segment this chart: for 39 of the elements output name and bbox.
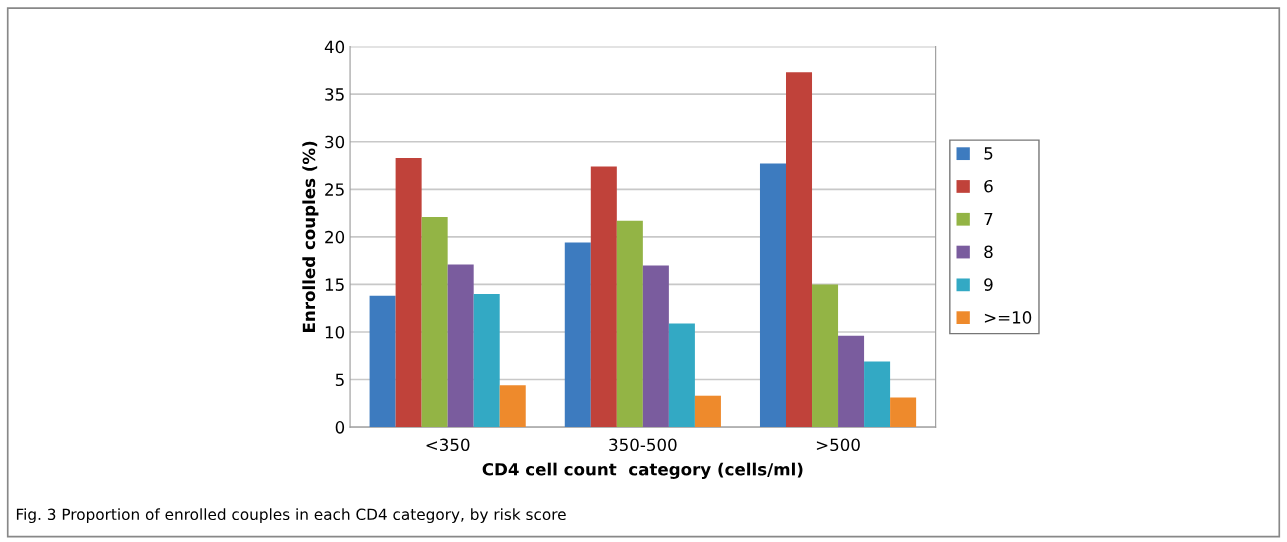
y-tick-label: 20 xyxy=(325,230,345,244)
y-tick-label: 25 xyxy=(325,183,344,196)
legend-label: 5 xyxy=(984,147,993,160)
bar xyxy=(864,361,891,428)
y-tick-label: 40 xyxy=(324,40,345,54)
bar xyxy=(499,385,526,428)
bar xyxy=(447,264,474,428)
x-tick-label: >500 xyxy=(816,438,860,452)
x-tick-label: 350-500 xyxy=(609,438,677,452)
bar xyxy=(668,323,695,428)
y-tick-label: 10 xyxy=(325,325,345,339)
x-axis-title: CD4 cell count category (cells/ml) xyxy=(482,462,803,479)
bar xyxy=(473,293,500,428)
bar xyxy=(786,72,813,428)
legend-label: 7 xyxy=(984,212,993,226)
legend-label: 6 xyxy=(984,179,993,193)
legend-label: 8 xyxy=(984,245,993,259)
y-axis-title: Enrolled couples (%) xyxy=(302,141,319,332)
y-tick-label: 15 xyxy=(325,278,344,291)
bar xyxy=(564,242,591,428)
legend-label: 9 xyxy=(984,278,993,291)
y-tick-label: 0 xyxy=(335,421,345,434)
x-tick-label: <350 xyxy=(426,438,470,452)
y-tick-label: 5 xyxy=(335,373,344,387)
bar xyxy=(812,284,839,428)
bar xyxy=(421,216,448,428)
y-tick-label: 35 xyxy=(325,88,344,101)
caption: Fig. 3 Proportion of enrolled couples in each CD4 category, by risk score xyxy=(16,508,566,524)
bar xyxy=(369,295,396,428)
y-tick-label: 30 xyxy=(325,135,345,149)
bar xyxy=(838,335,865,428)
bar xyxy=(759,163,786,428)
bar xyxy=(590,166,617,428)
legend-label: >=10 xyxy=(984,311,1032,324)
bar xyxy=(694,395,721,428)
bar xyxy=(642,265,669,428)
bar xyxy=(616,220,643,428)
bar xyxy=(890,397,917,428)
bar xyxy=(395,157,422,428)
